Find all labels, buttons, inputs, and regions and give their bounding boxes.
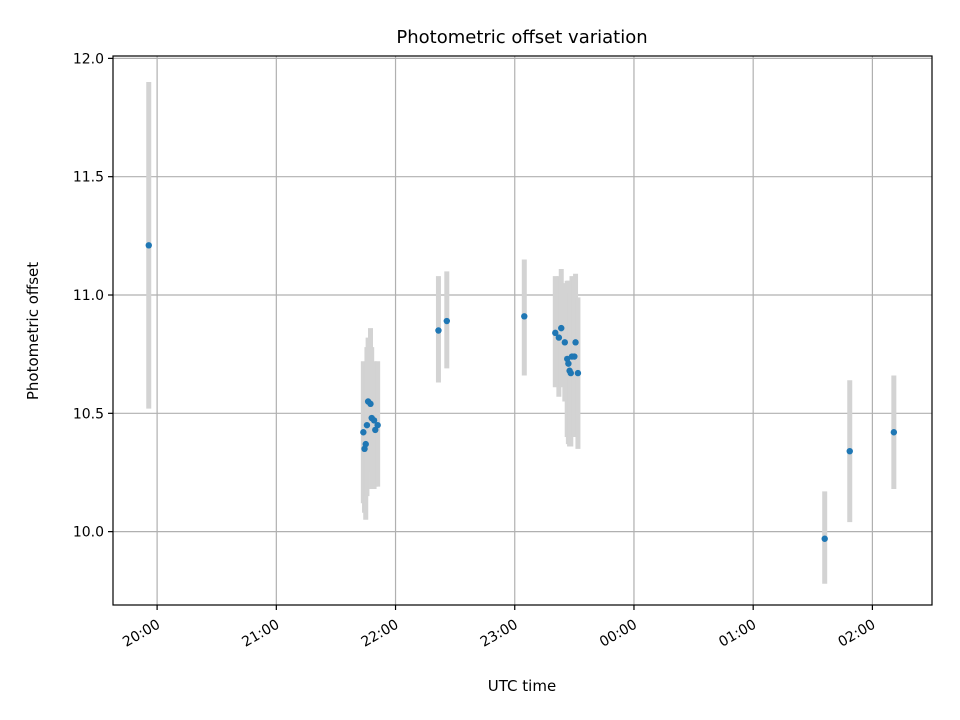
data-point bbox=[821, 535, 828, 542]
chart-title: Photometric offset variation bbox=[396, 27, 647, 48]
y-axis-title: Photometric offset bbox=[24, 262, 42, 400]
data-point bbox=[360, 429, 367, 436]
data-point bbox=[565, 360, 572, 367]
data-point bbox=[521, 313, 528, 320]
data-point bbox=[370, 417, 378, 424]
y-axis-ticks: 10.0 10.5 11.0 11.5 12.0 bbox=[73, 51, 113, 541]
data-point bbox=[890, 429, 898, 436]
x-axis-title: UTC time bbox=[488, 677, 556, 695]
data-points bbox=[145, 242, 898, 542]
y-tick-label: 12.0 bbox=[73, 51, 104, 67]
data-point bbox=[552, 329, 559, 337]
grid bbox=[113, 56, 932, 605]
data-point bbox=[435, 327, 442, 334]
data-point bbox=[372, 426, 379, 434]
data-point bbox=[443, 317, 450, 325]
y-tick-label: 10.5 bbox=[73, 406, 104, 422]
data-point bbox=[374, 421, 381, 429]
data-point bbox=[558, 324, 565, 332]
data-point bbox=[362, 440, 369, 448]
data-point bbox=[574, 369, 582, 377]
data-point bbox=[367, 400, 374, 408]
data-point bbox=[561, 339, 569, 346]
y-tick-label: 11.5 bbox=[73, 170, 104, 186]
data-point bbox=[363, 421, 371, 429]
y-tick-label: 11.0 bbox=[73, 288, 104, 304]
data-point bbox=[145, 242, 152, 249]
data-point bbox=[567, 369, 574, 377]
data-point bbox=[846, 447, 853, 455]
data-point bbox=[571, 353, 578, 360]
data-point bbox=[555, 334, 563, 341]
data-point bbox=[572, 339, 579, 346]
plot-area-frame bbox=[112, 55, 933, 606]
y-tick-label: 10.0 bbox=[73, 525, 104, 541]
